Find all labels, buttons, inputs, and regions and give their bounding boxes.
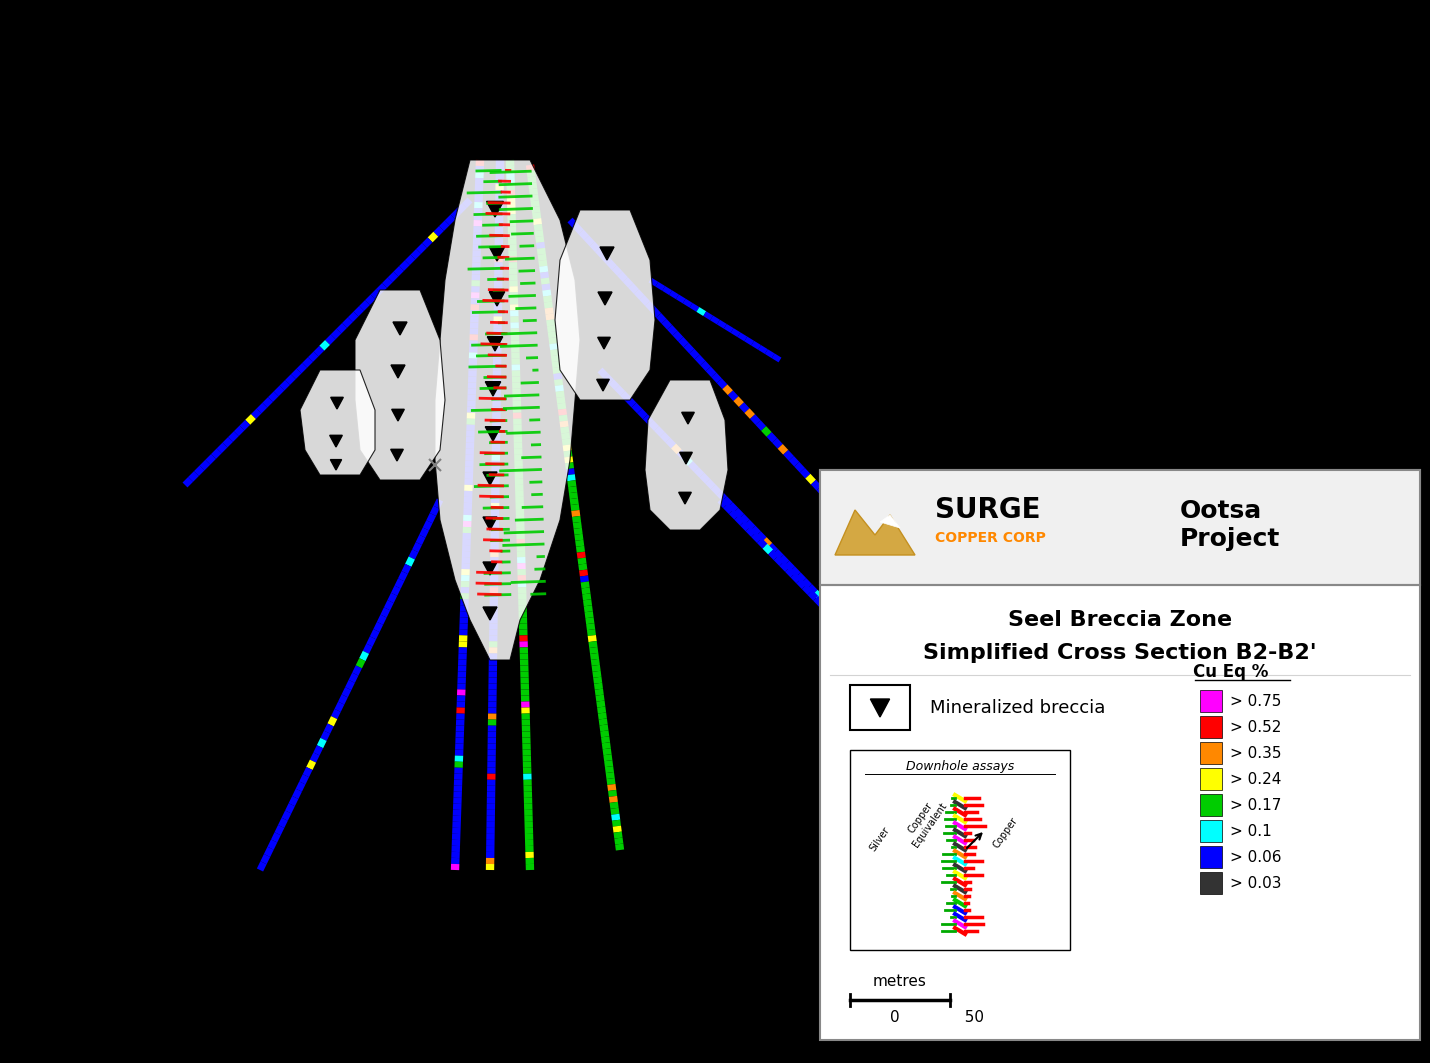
Polygon shape <box>489 247 505 261</box>
FancyBboxPatch shape <box>1200 872 1223 894</box>
FancyBboxPatch shape <box>1200 846 1223 868</box>
Polygon shape <box>596 379 609 391</box>
Polygon shape <box>392 409 405 421</box>
Polygon shape <box>355 290 445 480</box>
Polygon shape <box>483 562 498 575</box>
Polygon shape <box>390 450 403 461</box>
Polygon shape <box>485 382 500 396</box>
Text: Copper: Copper <box>991 815 1020 849</box>
Text: Seel Breccia Zone: Seel Breccia Zone <box>1008 610 1233 630</box>
Text: 50: 50 <box>955 1011 984 1026</box>
FancyBboxPatch shape <box>849 685 909 730</box>
Text: > 0.35: > 0.35 <box>1230 745 1281 760</box>
Polygon shape <box>393 322 408 335</box>
Text: Silver: Silver <box>868 825 892 854</box>
Polygon shape <box>679 492 691 504</box>
Polygon shape <box>601 247 613 260</box>
Text: COPPER CORP: COPPER CORP <box>935 532 1045 545</box>
Polygon shape <box>300 370 375 475</box>
Polygon shape <box>435 161 581 660</box>
Polygon shape <box>598 292 612 305</box>
Text: SURGE: SURGE <box>935 496 1041 524</box>
Polygon shape <box>879 514 899 528</box>
Text: > 0.75: > 0.75 <box>1230 693 1281 709</box>
FancyBboxPatch shape <box>1200 767 1223 790</box>
FancyBboxPatch shape <box>1200 742 1223 764</box>
Text: Cu Eq %: Cu Eq % <box>1193 663 1268 681</box>
Polygon shape <box>871 699 889 718</box>
Text: Ootsa
Project: Ootsa Project <box>1180 500 1280 551</box>
Polygon shape <box>483 472 498 485</box>
Polygon shape <box>489 291 505 306</box>
Text: > 0.1: > 0.1 <box>1230 824 1271 839</box>
FancyBboxPatch shape <box>1200 690 1223 712</box>
FancyBboxPatch shape <box>1200 716 1223 738</box>
Polygon shape <box>485 426 500 441</box>
Polygon shape <box>330 398 343 409</box>
Text: > 0.17: > 0.17 <box>1230 797 1281 812</box>
Text: > 0.06: > 0.06 <box>1230 849 1281 864</box>
FancyBboxPatch shape <box>819 470 1420 1040</box>
Text: Mineralized breccia: Mineralized breccia <box>930 699 1105 718</box>
FancyBboxPatch shape <box>1200 794 1223 816</box>
Polygon shape <box>330 436 342 448</box>
Polygon shape <box>486 201 503 217</box>
Text: metres: metres <box>874 975 927 990</box>
Polygon shape <box>835 510 915 555</box>
FancyBboxPatch shape <box>849 750 1070 950</box>
FancyBboxPatch shape <box>1200 820 1223 842</box>
Text: Simplified Cross Section B2-B2': Simplified Cross Section B2-B2' <box>924 643 1317 663</box>
Polygon shape <box>679 452 692 465</box>
Polygon shape <box>555 210 655 400</box>
Polygon shape <box>390 365 405 378</box>
Polygon shape <box>682 412 695 424</box>
Polygon shape <box>483 517 498 530</box>
Text: > 0.03: > 0.03 <box>1230 876 1281 891</box>
Polygon shape <box>645 379 728 530</box>
Polygon shape <box>483 607 498 620</box>
Text: > 0.24: > 0.24 <box>1230 772 1281 787</box>
FancyBboxPatch shape <box>819 470 1420 585</box>
Text: Copper
Equivalent: Copper Equivalent <box>901 794 948 849</box>
Text: > 0.52: > 0.52 <box>1230 720 1281 735</box>
Polygon shape <box>488 337 503 351</box>
Text: 0: 0 <box>891 1011 899 1026</box>
Polygon shape <box>330 459 342 470</box>
Polygon shape <box>598 337 611 349</box>
Text: Downhole assays: Downhole assays <box>905 759 1014 773</box>
